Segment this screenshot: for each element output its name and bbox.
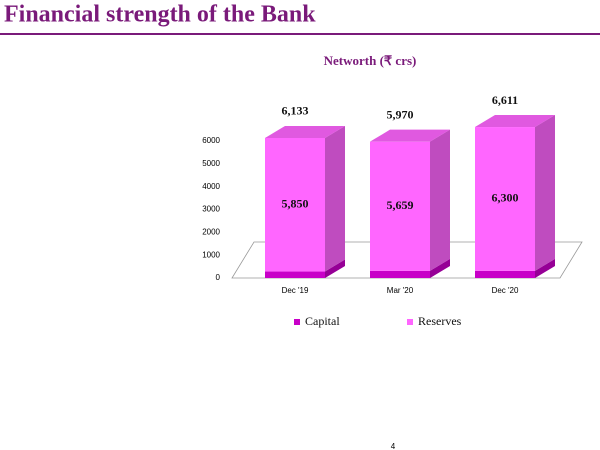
- bar: [370, 141, 430, 271]
- x-tick-label: Dec '19: [282, 286, 309, 295]
- bar-top-shade: [370, 129, 450, 142]
- y-tick-label: 3000: [202, 205, 220, 214]
- x-tick-label: Mar '20: [387, 286, 414, 295]
- legend-label: Capital: [305, 314, 340, 328]
- bar: [370, 270, 430, 278]
- bar-side-shade: [430, 258, 450, 278]
- bar-top-shade: [265, 125, 345, 138]
- legend-swatch: [294, 319, 300, 325]
- y-tick-label: 5000: [202, 159, 220, 168]
- bar-side-shade: [535, 115, 555, 271]
- legend-label: Reserves: [418, 314, 462, 328]
- chart-title: Networth (₹ crs): [324, 53, 417, 68]
- data-label: 6,300: [492, 191, 519, 205]
- total-label: 6,611: [492, 93, 518, 107]
- bar-side-shade: [535, 258, 555, 278]
- bar-top: [475, 115, 555, 128]
- data-label: 5,659: [387, 198, 414, 212]
- bar-side-shade: [430, 129, 450, 271]
- legend-swatch: [407, 319, 413, 325]
- bar-side: [535, 258, 555, 278]
- bar-side: [325, 125, 345, 272]
- bar-side-shade: [325, 259, 345, 278]
- data-label: 5,850: [282, 197, 309, 211]
- page-number: 4: [391, 442, 396, 450]
- bar-top: [265, 125, 345, 138]
- x-tick-label: Dec '20: [492, 286, 519, 295]
- bar: [265, 137, 325, 272]
- bar-side: [430, 258, 450, 278]
- y-tick-label: 6000: [202, 136, 220, 145]
- bar: [475, 127, 535, 271]
- bar-side: [535, 115, 555, 271]
- bar-side-shade: [325, 125, 345, 272]
- bar-top: [370, 129, 450, 142]
- bar-side: [430, 129, 450, 271]
- bar-top-shade: [475, 115, 555, 128]
- y-tick-label: 0: [216, 273, 221, 282]
- y-tick-label: 2000: [202, 227, 220, 236]
- bar-side: [325, 259, 345, 278]
- y-tick-label: 1000: [202, 250, 220, 259]
- y-tick-label: 4000: [202, 182, 220, 191]
- total-label: 5,970: [387, 107, 414, 121]
- total-label: 6,133: [282, 104, 309, 118]
- bar: [265, 271, 325, 278]
- bar: [475, 270, 535, 278]
- slide-title: Financial strength of the Bank: [4, 2, 316, 28]
